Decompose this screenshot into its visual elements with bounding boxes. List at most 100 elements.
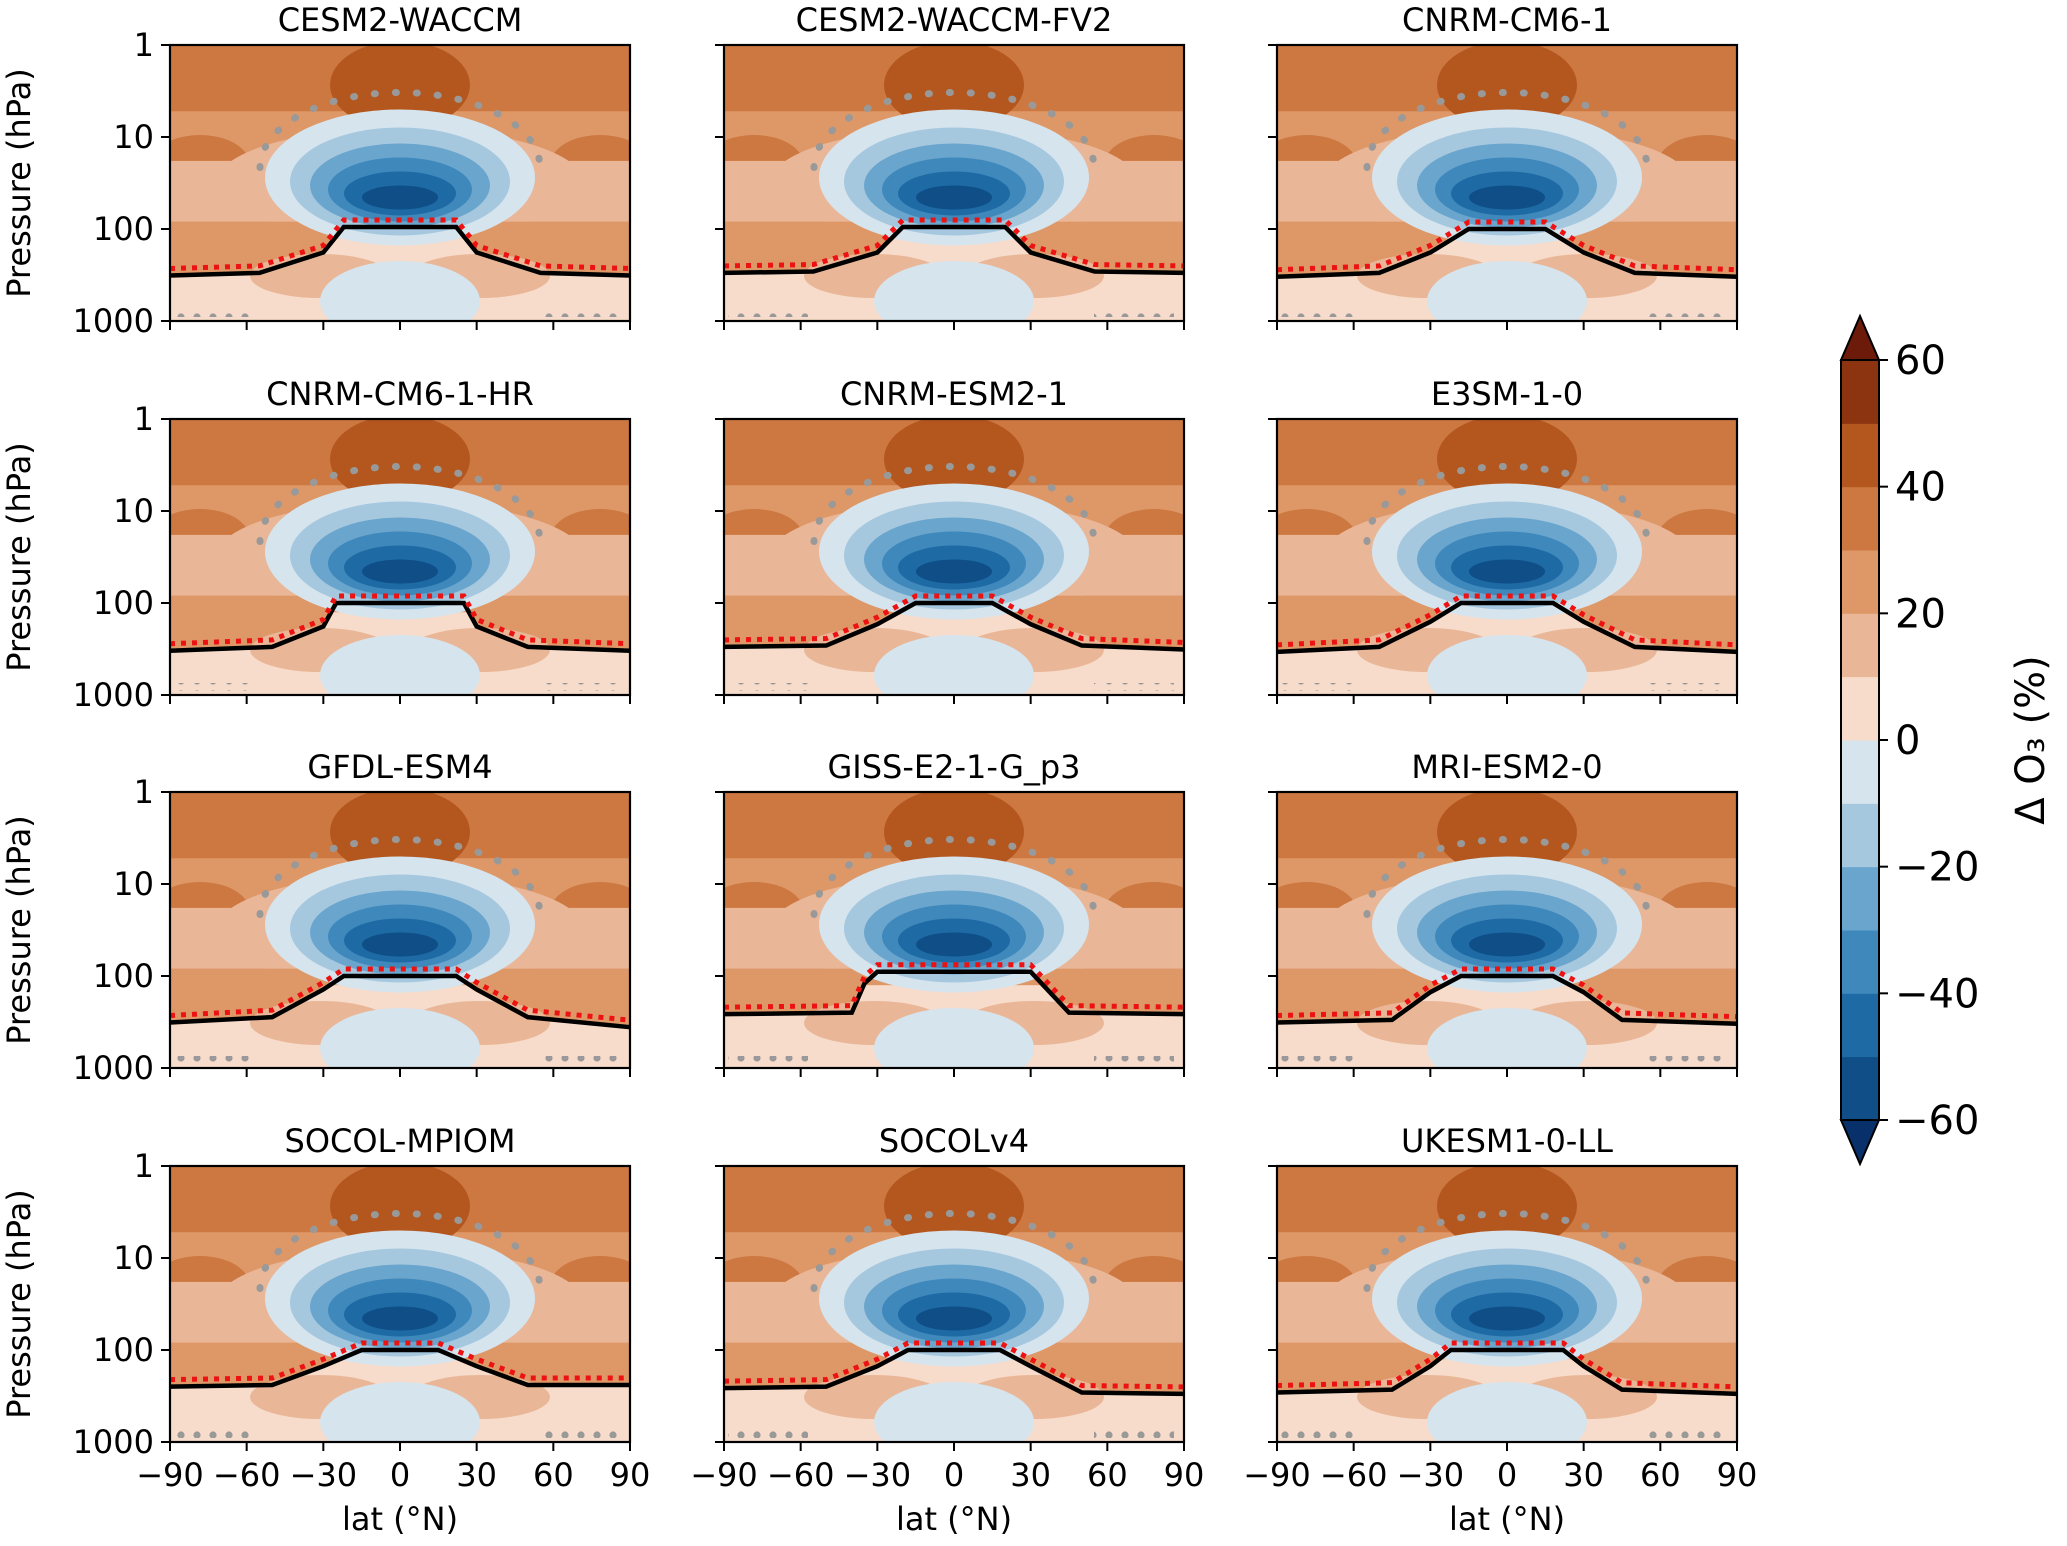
colorbar-band [1841,1056,1879,1121]
panel-title: UKESM1-0-LL [1401,1122,1613,1160]
colorbar-tick-label: 40 [1895,465,1946,511]
colorbar-band [1841,613,1879,678]
x-tick-label: 0 [944,1456,964,1494]
x-tick-label: 0 [1497,1456,1517,1494]
y-tick-label: 100 [93,210,154,248]
panel-title: SOCOLv4 [879,1122,1029,1160]
tropopause-line-dotted [169,593,631,647]
x-tick-label: 90 [1717,1456,1758,1494]
colorbar-band [1841,486,1879,551]
tropopause-line-dotted [723,1340,1185,1390]
tropopause-line [723,224,1185,276]
colorbar-band [1841,676,1879,741]
x-tick-label: 30 [456,1456,497,1494]
x-tick-label: −60 [767,1456,835,1494]
colorbar-band [1841,550,1879,614]
x-tick-label: 60 [1640,1456,1681,1494]
x-axis-label: lat (°N) [1449,1500,1565,1538]
tropopause-line [723,600,1185,652]
contour-fill [170,419,630,695]
contour-fill [1277,1166,1737,1442]
y-tick-label: 10 [113,1239,154,1277]
tropopause-line [723,1347,1185,1397]
contour-fill [1277,45,1737,321]
x-axis-label: lat (°N) [342,1500,458,1538]
tropopause-line [1276,226,1738,279]
panel-title: GISS-E2-1-G_p3 [827,748,1080,786]
y-tick-label: 1000 [73,302,154,340]
y-tick-label: 1000 [73,676,154,714]
x-tick-label: 90 [1164,1456,1205,1494]
x-tick-label: −60 [213,1456,281,1494]
y-axis-label: Pressure (hPa) [0,68,38,298]
panel: CNRM-ESM2-1 [715,375,1186,704]
colorbar-band [1841,993,1879,1058]
colorbar-band [1841,866,1879,931]
contour-fill [724,45,1184,321]
tropopause-line-dotted [723,593,1185,645]
panel-title: SOCOL-MPIOM [285,1122,516,1160]
tropopause-line [723,969,1185,1017]
tropopause-line-dotted [723,217,1185,269]
tropopause-line-dotted [723,962,1185,1010]
x-tick-label: 0 [390,1456,410,1494]
y-axis-label: Pressure (hPa) [0,1189,38,1419]
panel-title: CESM2-WACCM-FV2 [796,1,1113,39]
colorbar-tick-label: −20 [1895,845,1979,891]
y-axis-label: Pressure (hPa) [0,442,38,672]
y-tick-label: 100 [93,957,154,995]
panel: CESM2-WACCM 1 10 100 1000 Pressure (hPa) [0,1,632,340]
colorbar-band [1841,803,1879,868]
colorbar-tick-label: −60 [1895,1098,1979,1144]
tropopause-line-dotted [169,217,631,271]
colorbar-band [1841,930,1879,994]
panel: CESM2-WACCM-FV2 [715,1,1186,330]
panel: MRI-ESM2-0 [1268,748,1739,1077]
tropopause-line-dotted [169,966,631,1023]
y-tick-label: 1000 [73,1049,154,1087]
contour-fill [170,45,630,321]
colorbar-tick-label: 20 [1895,591,1946,637]
y-tick-label: 1000 [73,1423,154,1461]
tropopause-line-dotted [1276,593,1738,648]
tropopause-line [1276,1347,1738,1397]
x-tick-label: −60 [1320,1456,1388,1494]
x-tick-label: −90 [1243,1456,1311,1494]
colorbar-label: Δ O₃ (%) [2008,655,2054,825]
contour-fill [724,419,1184,695]
y-tick-label: 1 [134,1147,154,1185]
panel: UKESM1-0-LL −90 −60 −30 0 30 60 90 lat (°N) [1243,1122,1757,1538]
colorbar-extend-min [1839,1119,1881,1167]
tropopause-line [169,224,631,278]
tropopause-line [1276,973,1738,1026]
contour-fill [724,792,1184,1068]
y-axis-label: Pressure (hPa) [0,815,38,1045]
contour-fill [724,1166,1184,1442]
tropopause-line [169,973,631,1030]
x-tick-label: −30 [844,1456,912,1494]
panel-title: E3SM-1-0 [1431,375,1583,413]
y-tick-label: 1 [134,26,154,64]
panel: GFDL-ESM4 1 10 100 1000 Pressure (hPa) [0,748,632,1087]
colorbar-tick-label: −40 [1895,971,1979,1017]
colorbar-band [1841,740,1879,804]
x-tick-label: 30 [1563,1456,1604,1494]
colorbar-extend-max [1839,313,1881,361]
panel-title: CNRM-CM6-1-HR [266,375,534,413]
panel: GISS-E2-1-G_p3 [715,748,1186,1077]
panel-title: GFDL-ESM4 [307,748,492,786]
panel-title: MRI-ESM2-0 [1411,748,1602,786]
y-tick-label: 10 [113,865,154,903]
y-tick-label: 10 [113,492,154,530]
x-tick-label: 30 [1010,1456,1051,1494]
panel-title: CESM2-WACCM [278,1,523,39]
tropopause-line-dotted [1276,1340,1738,1390]
y-tick-label: 1 [134,773,154,811]
contour-fill [1277,792,1737,1068]
contour-fill [170,1166,630,1442]
x-tick-label: −90 [136,1456,204,1494]
colorbar-band [1841,360,1879,424]
x-tick-label: 60 [1087,1456,1128,1494]
panel: CNRM-CM6-1-HR 1 10 100 1000 Pressure (hPa) [0,375,632,714]
